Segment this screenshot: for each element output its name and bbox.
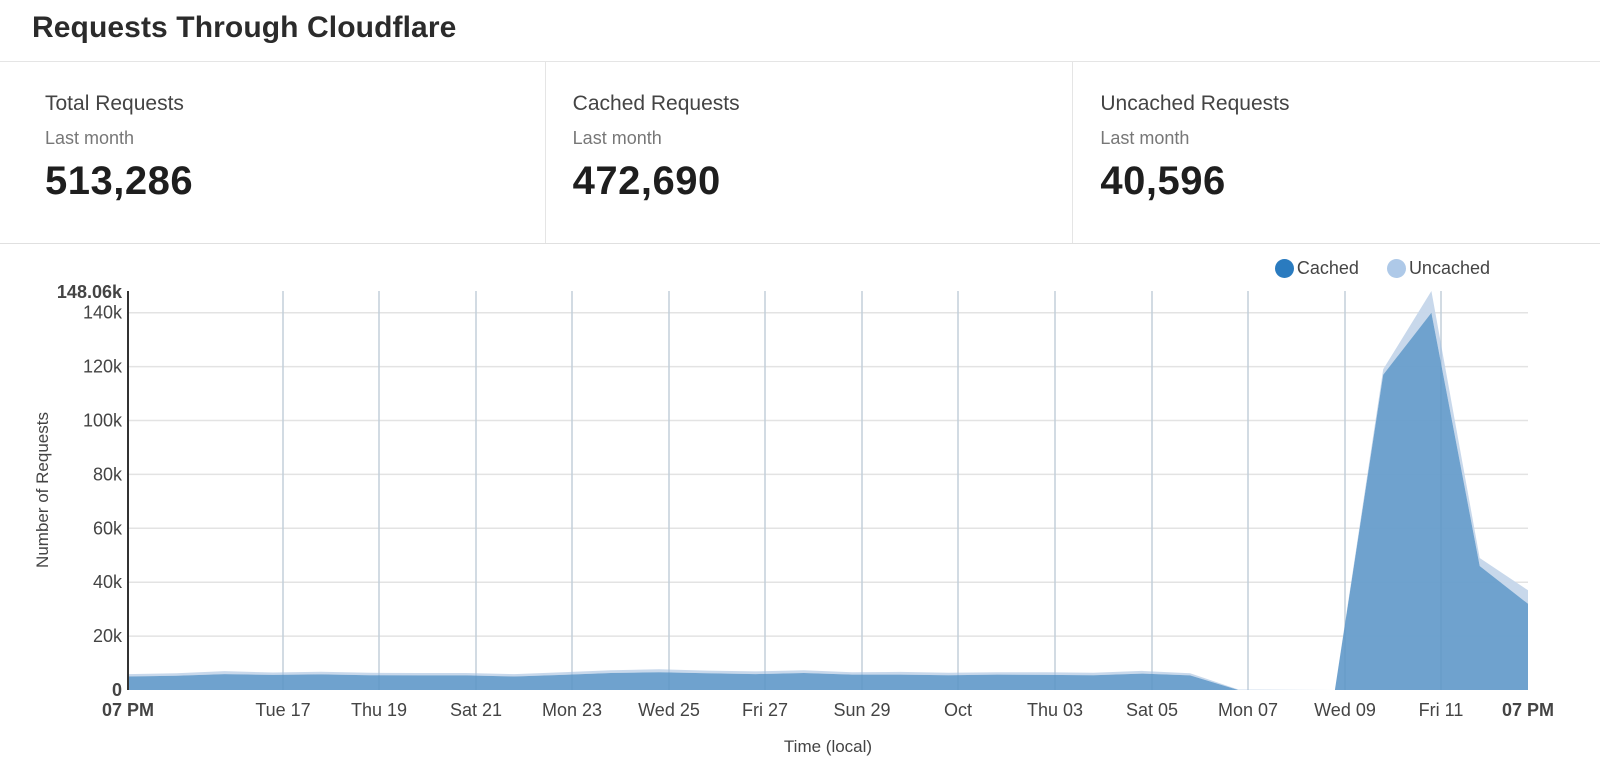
y-tick-label: 60k bbox=[93, 518, 123, 538]
x-tick-label: Thu 03 bbox=[1027, 700, 1083, 720]
x-tick-label: Oct bbox=[944, 700, 972, 720]
x-tick-label: Wed 09 bbox=[1314, 700, 1376, 720]
y-tick-label: 20k bbox=[93, 626, 123, 646]
stat-value: 40,596 bbox=[1100, 159, 1226, 203]
y-tick-label: 140k bbox=[83, 303, 123, 323]
stat-value: 513,286 bbox=[45, 159, 194, 203]
x-axis-title: Time (local) bbox=[784, 737, 872, 756]
stat-period: Last month bbox=[45, 128, 135, 148]
y-tick-label: 100k bbox=[83, 411, 123, 431]
chart-grid bbox=[128, 291, 1528, 690]
y-tick-label: 120k bbox=[83, 357, 123, 377]
stat-title: Total Requests bbox=[45, 92, 184, 115]
cached-area bbox=[128, 312, 1528, 690]
stat-card-uncached: Uncached Requests Last month 40,596 bbox=[1073, 62, 1600, 243]
stat-title: Uncached Requests bbox=[1100, 92, 1290, 115]
x-tick-label: Sat 05 bbox=[1126, 700, 1178, 720]
stats-row: Total Requests Last month 513,286 Cached… bbox=[0, 62, 1600, 244]
x-tick-label: Mon 07 bbox=[1218, 700, 1278, 720]
x-tick-label: Wed 25 bbox=[638, 700, 700, 720]
legend-label: Uncached bbox=[1408, 258, 1490, 278]
x-tick-label: Sun 29 bbox=[833, 700, 890, 720]
stat-title: Cached Requests bbox=[572, 92, 740, 115]
requests-chart: Cached Uncached 0 20k 40k 60k 80k 100k 120k 140… bbox=[0, 244, 1600, 758]
y-tick-label: 0 bbox=[112, 680, 122, 700]
y-axis-title: Number of Requests bbox=[33, 412, 52, 568]
x-tick-label: Mon 23 bbox=[542, 700, 602, 720]
legend-item-uncached[interactable]: Uncached bbox=[1386, 258, 1490, 279]
x-tick-label: Tue 17 bbox=[255, 700, 310, 720]
page-title: Requests Through Cloudflare bbox=[32, 10, 457, 44]
page-header: Requests Through Cloudflare bbox=[0, 0, 1600, 62]
stat-value: 472,690 bbox=[572, 159, 721, 203]
legend-label: Cached bbox=[1296, 258, 1359, 278]
chart-legend: Cached Uncached bbox=[1274, 258, 1490, 279]
x-tick-label: 07 PM bbox=[1502, 700, 1554, 720]
stat-card-cached: Cached Requests Last month 472,690 bbox=[546, 62, 1074, 243]
legend-item-cached[interactable]: Cached bbox=[1274, 258, 1359, 279]
y-max-label: 148.06k bbox=[57, 282, 123, 302]
x-tick-label: Thu 19 bbox=[351, 700, 407, 720]
stat-period: Last month bbox=[572, 128, 662, 148]
y-tick-label: 40k bbox=[93, 572, 123, 592]
uncached-area bbox=[128, 291, 1528, 690]
x-tick-label: Sat 21 bbox=[450, 700, 502, 720]
chart-areas bbox=[128, 291, 1528, 690]
cached-dot-icon bbox=[1274, 259, 1294, 278]
stat-period: Last month bbox=[1100, 128, 1190, 148]
stat-card-total: Total Requests Last month 513,286 bbox=[0, 62, 546, 243]
x-tick-label: Fri 27 bbox=[742, 700, 788, 720]
y-tick-label: 80k bbox=[93, 464, 123, 484]
x-tick-label: 07 PM bbox=[102, 700, 154, 720]
uncached-dot-icon bbox=[1386, 259, 1406, 278]
x-tick-label: Fri 11 bbox=[1419, 700, 1464, 720]
